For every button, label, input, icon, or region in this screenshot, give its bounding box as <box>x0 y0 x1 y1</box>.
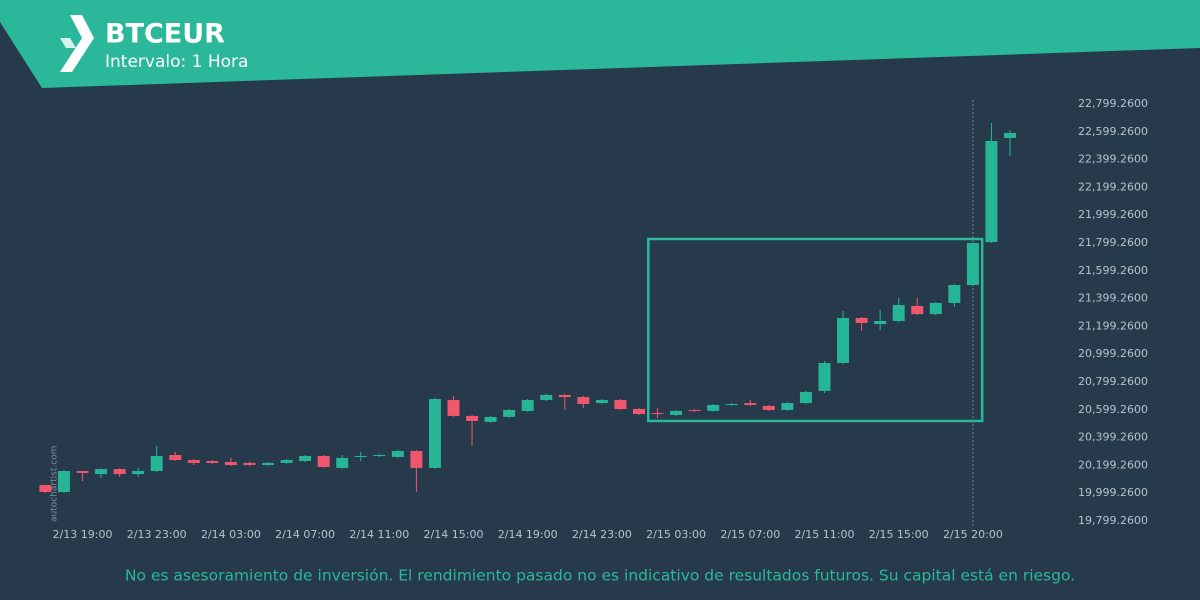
candle-body <box>966 243 979 286</box>
x-tick-label: 2/14 19:00 <box>498 528 558 541</box>
x-tick-label: 2/14 03:00 <box>201 528 261 541</box>
y-tick-label: 21,799.2600 <box>1078 236 1148 249</box>
candle-body <box>150 455 163 471</box>
candle-body <box>187 460 200 463</box>
candle-body <box>57 470 70 492</box>
candle-body <box>725 403 738 405</box>
y-tick-label: 19,999.2600 <box>1078 486 1148 499</box>
candle-body <box>169 455 182 461</box>
x-tick-label: 2/15 15:00 <box>869 528 929 541</box>
candle-body <box>317 455 330 467</box>
y-tick-label: 20,599.2600 <box>1078 403 1148 416</box>
x-tick-label: 2/14 07:00 <box>275 528 335 541</box>
candle-body <box>837 317 850 363</box>
candle-body <box>132 470 145 475</box>
candle-body <box>651 413 664 415</box>
candle-body <box>670 410 683 415</box>
candle-body <box>911 306 924 315</box>
highlight-box <box>647 237 984 423</box>
candle-body <box>224 461 237 466</box>
candle-body <box>948 285 961 303</box>
candle-body <box>929 302 942 315</box>
candle-body <box>354 455 367 457</box>
chart-title: BTCEUR <box>105 19 225 50</box>
candle-body <box>503 409 516 417</box>
watermark: autochartist.com <box>50 446 60 522</box>
disclaimer: No es asesoramiento de inversión. El ren… <box>125 567 1075 585</box>
candle-body <box>688 409 701 411</box>
x-tick-label: 2/14 23:00 <box>572 528 632 541</box>
candle-body <box>614 399 627 410</box>
logo <box>60 15 94 72</box>
candle-body <box>818 362 831 391</box>
candle-body <box>391 450 404 457</box>
y-tick-label: 20,999.2600 <box>1078 347 1148 360</box>
candle-body <box>892 305 905 322</box>
candle-body <box>336 457 349 468</box>
y-tick-label: 22,599.2600 <box>1078 125 1148 138</box>
x-tick-label: 2/15 07:00 <box>720 528 780 541</box>
candle-body <box>410 450 423 468</box>
y-tick-label: 22,399.2600 <box>1078 153 1148 166</box>
candle-body <box>874 321 887 325</box>
y-tick-label: 21,599.2600 <box>1078 264 1148 277</box>
x-tick-label: 2/15 11:00 <box>795 528 855 541</box>
y-tick-label: 19,799.2600 <box>1078 514 1148 527</box>
candle-body <box>447 399 460 416</box>
x-tick-label: 2/15 20:00 <box>943 528 1003 541</box>
y-tick-label: 21,399.2600 <box>1078 292 1148 305</box>
x-tick-label: 2/13 23:00 <box>127 528 187 541</box>
candle-body <box>113 469 126 475</box>
chart-subtitle: Intervalo: 1 Hora <box>105 52 248 72</box>
y-tick-label: 22,799.2600 <box>1078 97 1148 110</box>
candle-body <box>707 404 720 411</box>
y-tick-label: 22,199.2600 <box>1078 180 1148 193</box>
candle-body <box>985 141 998 243</box>
candle-body <box>280 460 293 463</box>
x-tick-label: 2/14 11:00 <box>349 528 409 541</box>
candle-body <box>76 470 89 473</box>
candle-body <box>243 462 256 466</box>
header-band <box>0 0 1200 88</box>
candle-body <box>781 403 794 410</box>
candle-body <box>373 455 386 457</box>
candle-body <box>299 455 312 461</box>
candle-body <box>466 415 479 421</box>
candle-body <box>762 405 775 410</box>
candle-body <box>799 392 812 404</box>
candle-body <box>95 469 108 475</box>
y-tick-label: 20,399.2600 <box>1078 431 1148 444</box>
candle-body <box>206 460 219 463</box>
candle-body <box>633 409 645 415</box>
y-tick-label: 21,199.2600 <box>1078 319 1148 332</box>
candle-body <box>39 485 52 492</box>
y-tick-label: 20,799.2600 <box>1078 375 1148 388</box>
x-tick-label: 2/15 03:00 <box>646 528 706 541</box>
candle-body <box>855 317 868 323</box>
x-tick-label: 2/14 15:00 <box>424 528 484 541</box>
candle-body <box>558 394 571 398</box>
x-tick-label: 2/13 19:00 <box>53 528 113 541</box>
candle-body <box>540 394 553 400</box>
candle-body <box>484 416 497 422</box>
candle-body <box>262 462 274 466</box>
candle-body <box>428 398 441 468</box>
candle-body <box>577 397 590 404</box>
candle-body <box>521 399 534 411</box>
y-tick-label: 21,999.2600 <box>1078 208 1148 221</box>
candle-body <box>595 399 608 404</box>
y-tick-label: 20,199.2600 <box>1078 458 1148 471</box>
candle-body <box>744 403 757 405</box>
candle-body <box>1004 132 1016 138</box>
